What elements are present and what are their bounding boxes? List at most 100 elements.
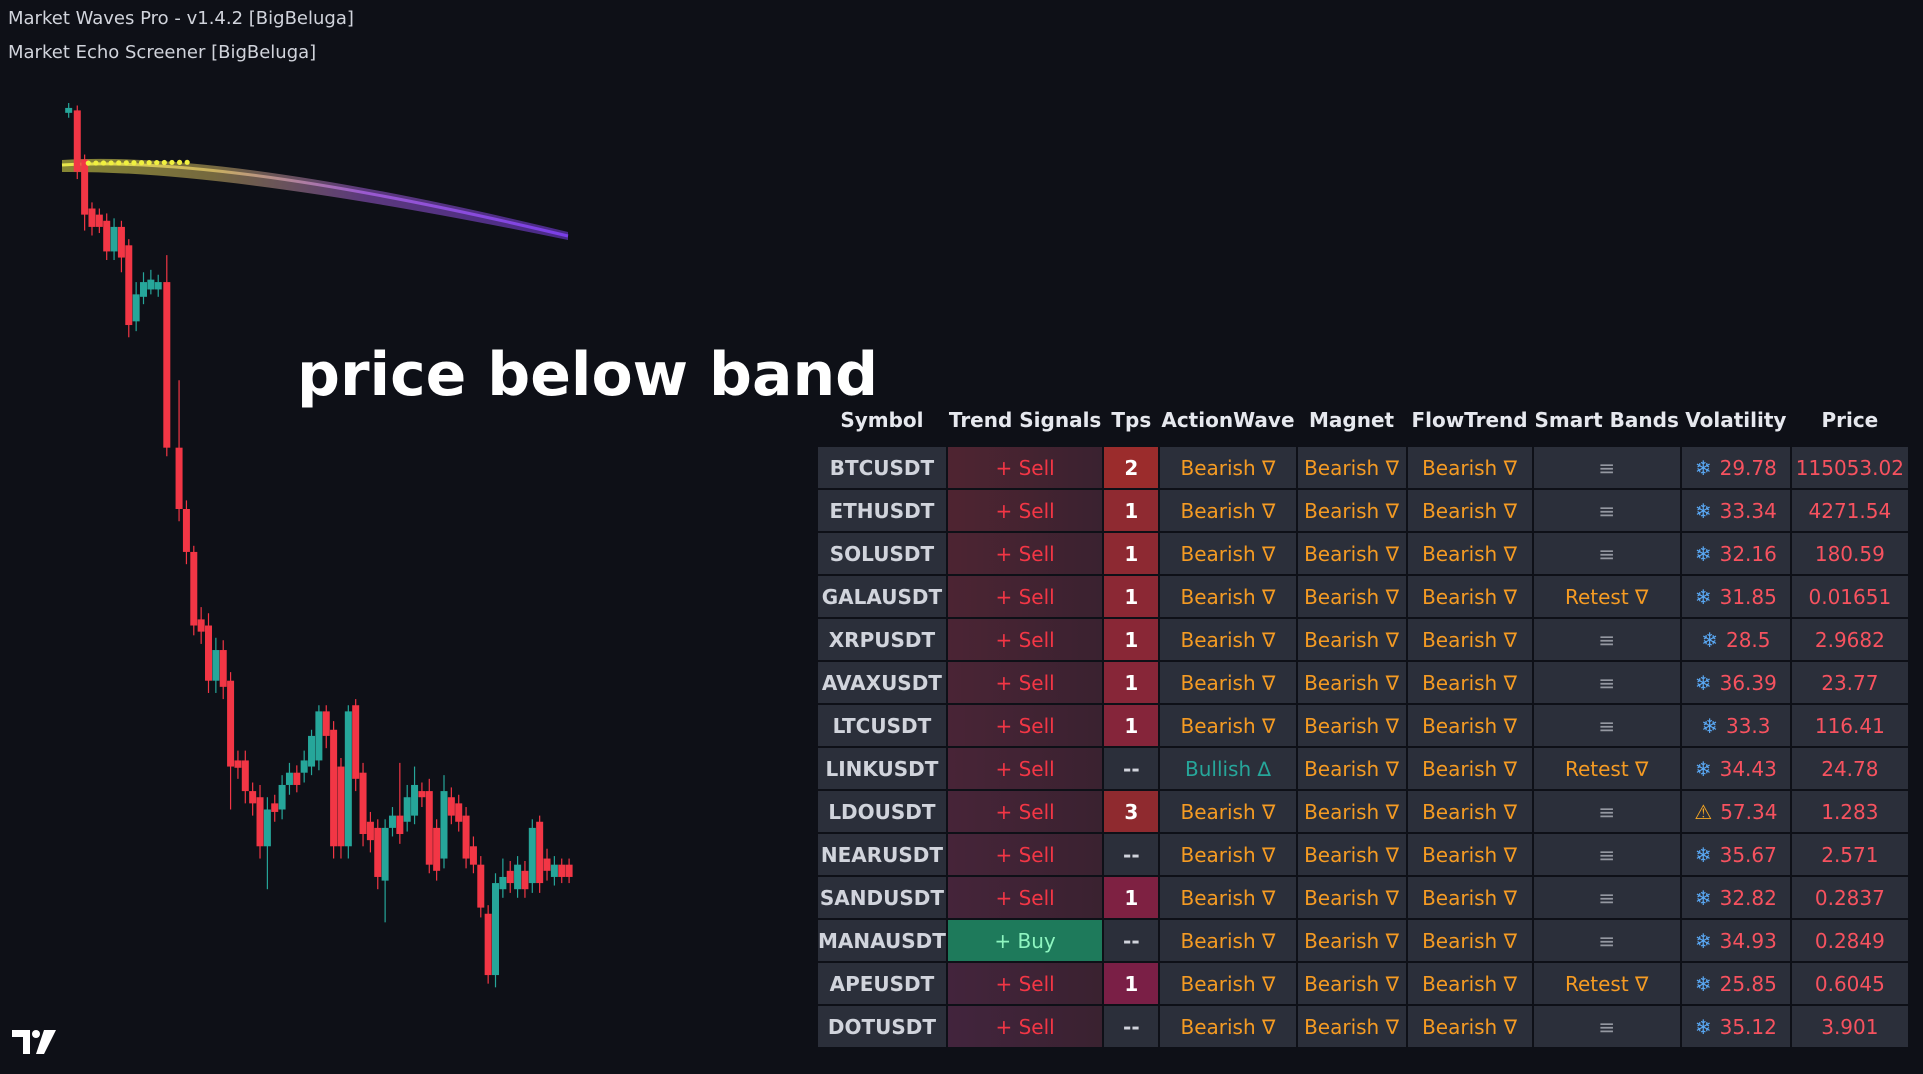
row: SOLUSDT + Sell 1 Bearish ∇ Bearish ∇ Bearish … — [818, 533, 1908, 574]
candle-body — [249, 791, 257, 804]
cell: Bearish ∇ — [1160, 576, 1296, 617]
candle-body — [506, 870, 514, 884]
cell: -- — [1104, 1006, 1159, 1047]
candle-body — [256, 797, 264, 847]
volatility-value: 57.34 — [1720, 799, 1778, 824]
volatility-icon: ❄ — [1694, 670, 1712, 695]
cell: ≡ — [1533, 877, 1680, 918]
cell: DOTUSDT — [818, 1006, 946, 1047]
column-header: Tps — [1111, 408, 1152, 432]
cell: Bearish ∇ — [1407, 963, 1532, 1004]
band-dot — [116, 160, 122, 166]
cell: 1.283 — [1791, 791, 1908, 832]
cell: GALAUSDT — [818, 576, 946, 617]
cell: Bearish ∇ — [1297, 834, 1406, 875]
band-dot — [93, 160, 99, 166]
cell: 2 — [1104, 447, 1159, 488]
cell: Bearish ∇ — [1407, 662, 1532, 703]
cell: ≡ — [1533, 834, 1680, 875]
cell: Bearish ∇ — [1297, 748, 1406, 789]
candle-body — [418, 791, 426, 798]
candle-body — [462, 815, 470, 859]
volatility-icon: ❄ — [1694, 541, 1712, 566]
candle-body — [278, 784, 286, 810]
volatility-value: 29.78 — [1719, 455, 1777, 480]
cell: NEARUSDT — [818, 834, 946, 875]
cell: ≡ — [1533, 447, 1680, 488]
candle-body — [565, 864, 573, 877]
cell: Retest ∇ — [1533, 576, 1680, 617]
cell: Bearish ∇ — [1407, 576, 1532, 617]
candle-body — [492, 883, 500, 976]
candle-body — [543, 858, 551, 871]
cell: + Sell — [947, 490, 1103, 531]
candle-body — [403, 797, 411, 822]
band-dot — [85, 160, 91, 166]
logo — [12, 1030, 56, 1054]
cell: Bearish ∇ — [1297, 791, 1406, 832]
candles — [65, 103, 573, 988]
cell: ❄ 33.3 — [1681, 705, 1790, 746]
cell: Bearish ∇ — [1160, 920, 1296, 961]
cell: ≡ — [1533, 705, 1680, 746]
cell: 1 — [1104, 533, 1159, 574]
candle-body — [81, 159, 89, 215]
volatility-icon: ❄ — [1694, 971, 1712, 996]
candle-body — [241, 760, 249, 792]
cell: 4271.54 — [1791, 490, 1908, 531]
cell: ❄ 35.12 — [1681, 1006, 1790, 1047]
band-dot — [176, 159, 183, 165]
cell: Bearish ∇ — [1160, 447, 1296, 488]
volatility-icon: ❄ — [1694, 584, 1712, 609]
candle-body — [147, 279, 155, 290]
band-dot — [154, 159, 160, 166]
cell: MANAUSDT — [818, 920, 946, 961]
candle-body — [293, 772, 301, 785]
cell: + Sell — [947, 619, 1103, 660]
cell: Bearish ∇ — [1160, 533, 1296, 574]
band-dot — [131, 160, 137, 166]
cell: + Sell — [947, 705, 1103, 746]
cell: 23.77 — [1791, 662, 1908, 703]
row: LDOUSDT + Sell 3 Bearish ∇ Bearish ∇ Bearish … — [818, 791, 1908, 832]
cell: ❄ 25.85 — [1681, 963, 1790, 1004]
band-dot — [100, 160, 107, 166]
cell: + Sell — [947, 834, 1103, 875]
cell: Bearish ∇ — [1297, 1006, 1406, 1047]
volatility-icon: ❄ — [1694, 455, 1712, 480]
cell: + Sell — [947, 533, 1103, 574]
candle-body — [110, 226, 118, 252]
cell: Bearish ∇ — [1407, 834, 1532, 875]
cell: + Sell — [947, 447, 1103, 488]
band-dot — [146, 160, 152, 166]
cell: Bearish ∇ — [1160, 490, 1296, 531]
cell: XRPUSDT — [818, 619, 946, 660]
cell: Bearish ∇ — [1407, 1006, 1532, 1047]
candle-body — [65, 107, 73, 113]
candle-body — [425, 791, 433, 865]
candle-body — [359, 772, 367, 835]
row: GALAUSDT + Sell 1 Bearish ∇ Bearish ∇ Bearish… — [818, 576, 1908, 617]
candle-body — [271, 803, 279, 812]
candle-body — [477, 864, 485, 908]
volatility-value: 32.82 — [1719, 885, 1777, 910]
cell: Bearish ∇ — [1407, 447, 1532, 488]
band-dot — [138, 160, 145, 166]
band-dot — [123, 160, 129, 166]
cell: Bearish ∇ — [1160, 963, 1296, 1004]
cell: Bearish ∇ — [1407, 748, 1532, 789]
candle-body — [234, 760, 242, 768]
volatility-icon: ⚠ — [1694, 799, 1713, 824]
volatility-value: 33.34 — [1719, 498, 1777, 523]
cell: ❄ 28.5 — [1681, 619, 1790, 660]
screener-table: Symbol Trend Signals Tps ActionWave Magnet Fl… — [816, 393, 1910, 1049]
cell: 0.6045 — [1791, 963, 1908, 1004]
cell: ❄ 33.34 — [1681, 490, 1790, 531]
cell: 1 — [1104, 490, 1159, 531]
cell: BTCUSDT — [818, 447, 946, 488]
cell: Bearish ∇ — [1407, 705, 1532, 746]
column-header: Smart Bands — [1534, 408, 1679, 432]
volatility-value: 28.5 — [1725, 627, 1771, 652]
cell: 0.01651 — [1791, 576, 1908, 617]
cell: Bearish ∇ — [1160, 662, 1296, 703]
